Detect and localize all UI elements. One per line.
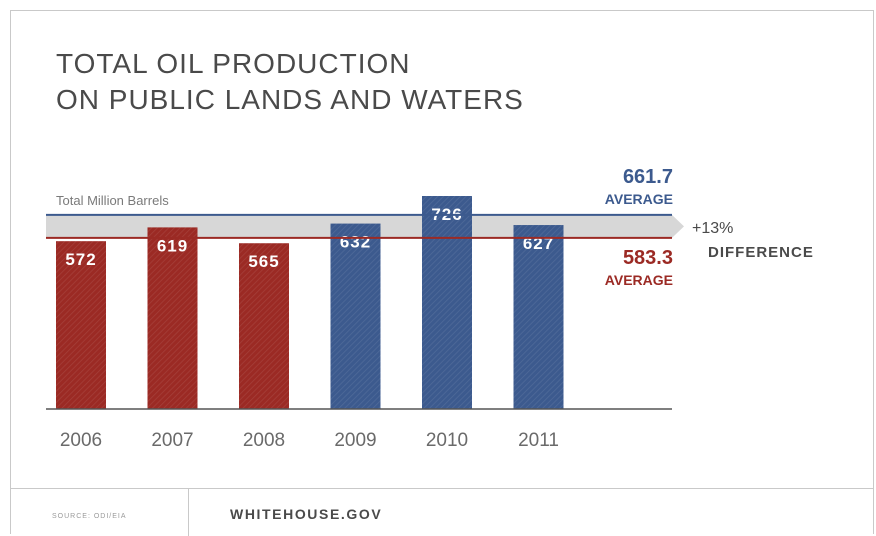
x-tick-2006: 2006	[60, 430, 102, 451]
blue-average-label: AVERAGE	[605, 191, 673, 207]
chart-title-line-2: ON PUBLIC LANDS AND WATERS	[56, 84, 524, 115]
y-axis-label: Total Million Barrels	[56, 193, 169, 208]
bar-texture-2007	[147, 227, 198, 409]
footer-separator	[188, 489, 189, 536]
difference-value: +13%	[692, 220, 733, 237]
difference-arrow	[672, 214, 684, 238]
x-tick-2008: 2008	[243, 430, 285, 451]
x-tick-2011: 2011	[518, 430, 559, 451]
red-average-value: 583.3	[623, 247, 673, 269]
red-average-label: AVERAGE	[605, 272, 673, 288]
data-label-2009: 632	[340, 233, 371, 252]
source-note: SOURCE: ODI/EIA	[52, 513, 127, 520]
bar-chart: Total Million Barrels 572 2006 619 2007 565 20…	[46, 166, 814, 451]
difference-label: DIFFERENCE	[708, 244, 814, 261]
bar-texture-2011	[513, 225, 564, 409]
bar-texture-2009	[330, 223, 381, 409]
data-label-2007: 619	[157, 236, 188, 255]
x-tick-2009: 2009	[334, 430, 376, 451]
bar-texture-2008	[239, 243, 289, 409]
footer-divider	[10, 488, 874, 489]
bar-texture-2010	[422, 196, 472, 409]
chart-title: TOTAL OIL PRODUCTION ON PUBLIC LANDS AND…	[56, 46, 524, 118]
x-tick-2010: 2010	[426, 430, 468, 451]
site-link[interactable]: WHITEHOUSE.GOV	[230, 506, 383, 522]
x-tick-2007: 2007	[151, 430, 193, 451]
data-label-2008: 565	[248, 252, 279, 271]
chart-title-line-1: TOTAL OIL PRODUCTION	[56, 48, 411, 79]
data-label-2006: 572	[65, 250, 96, 269]
blue-average-value: 661.7	[623, 166, 673, 188]
bar-texture-2006	[56, 241, 106, 409]
